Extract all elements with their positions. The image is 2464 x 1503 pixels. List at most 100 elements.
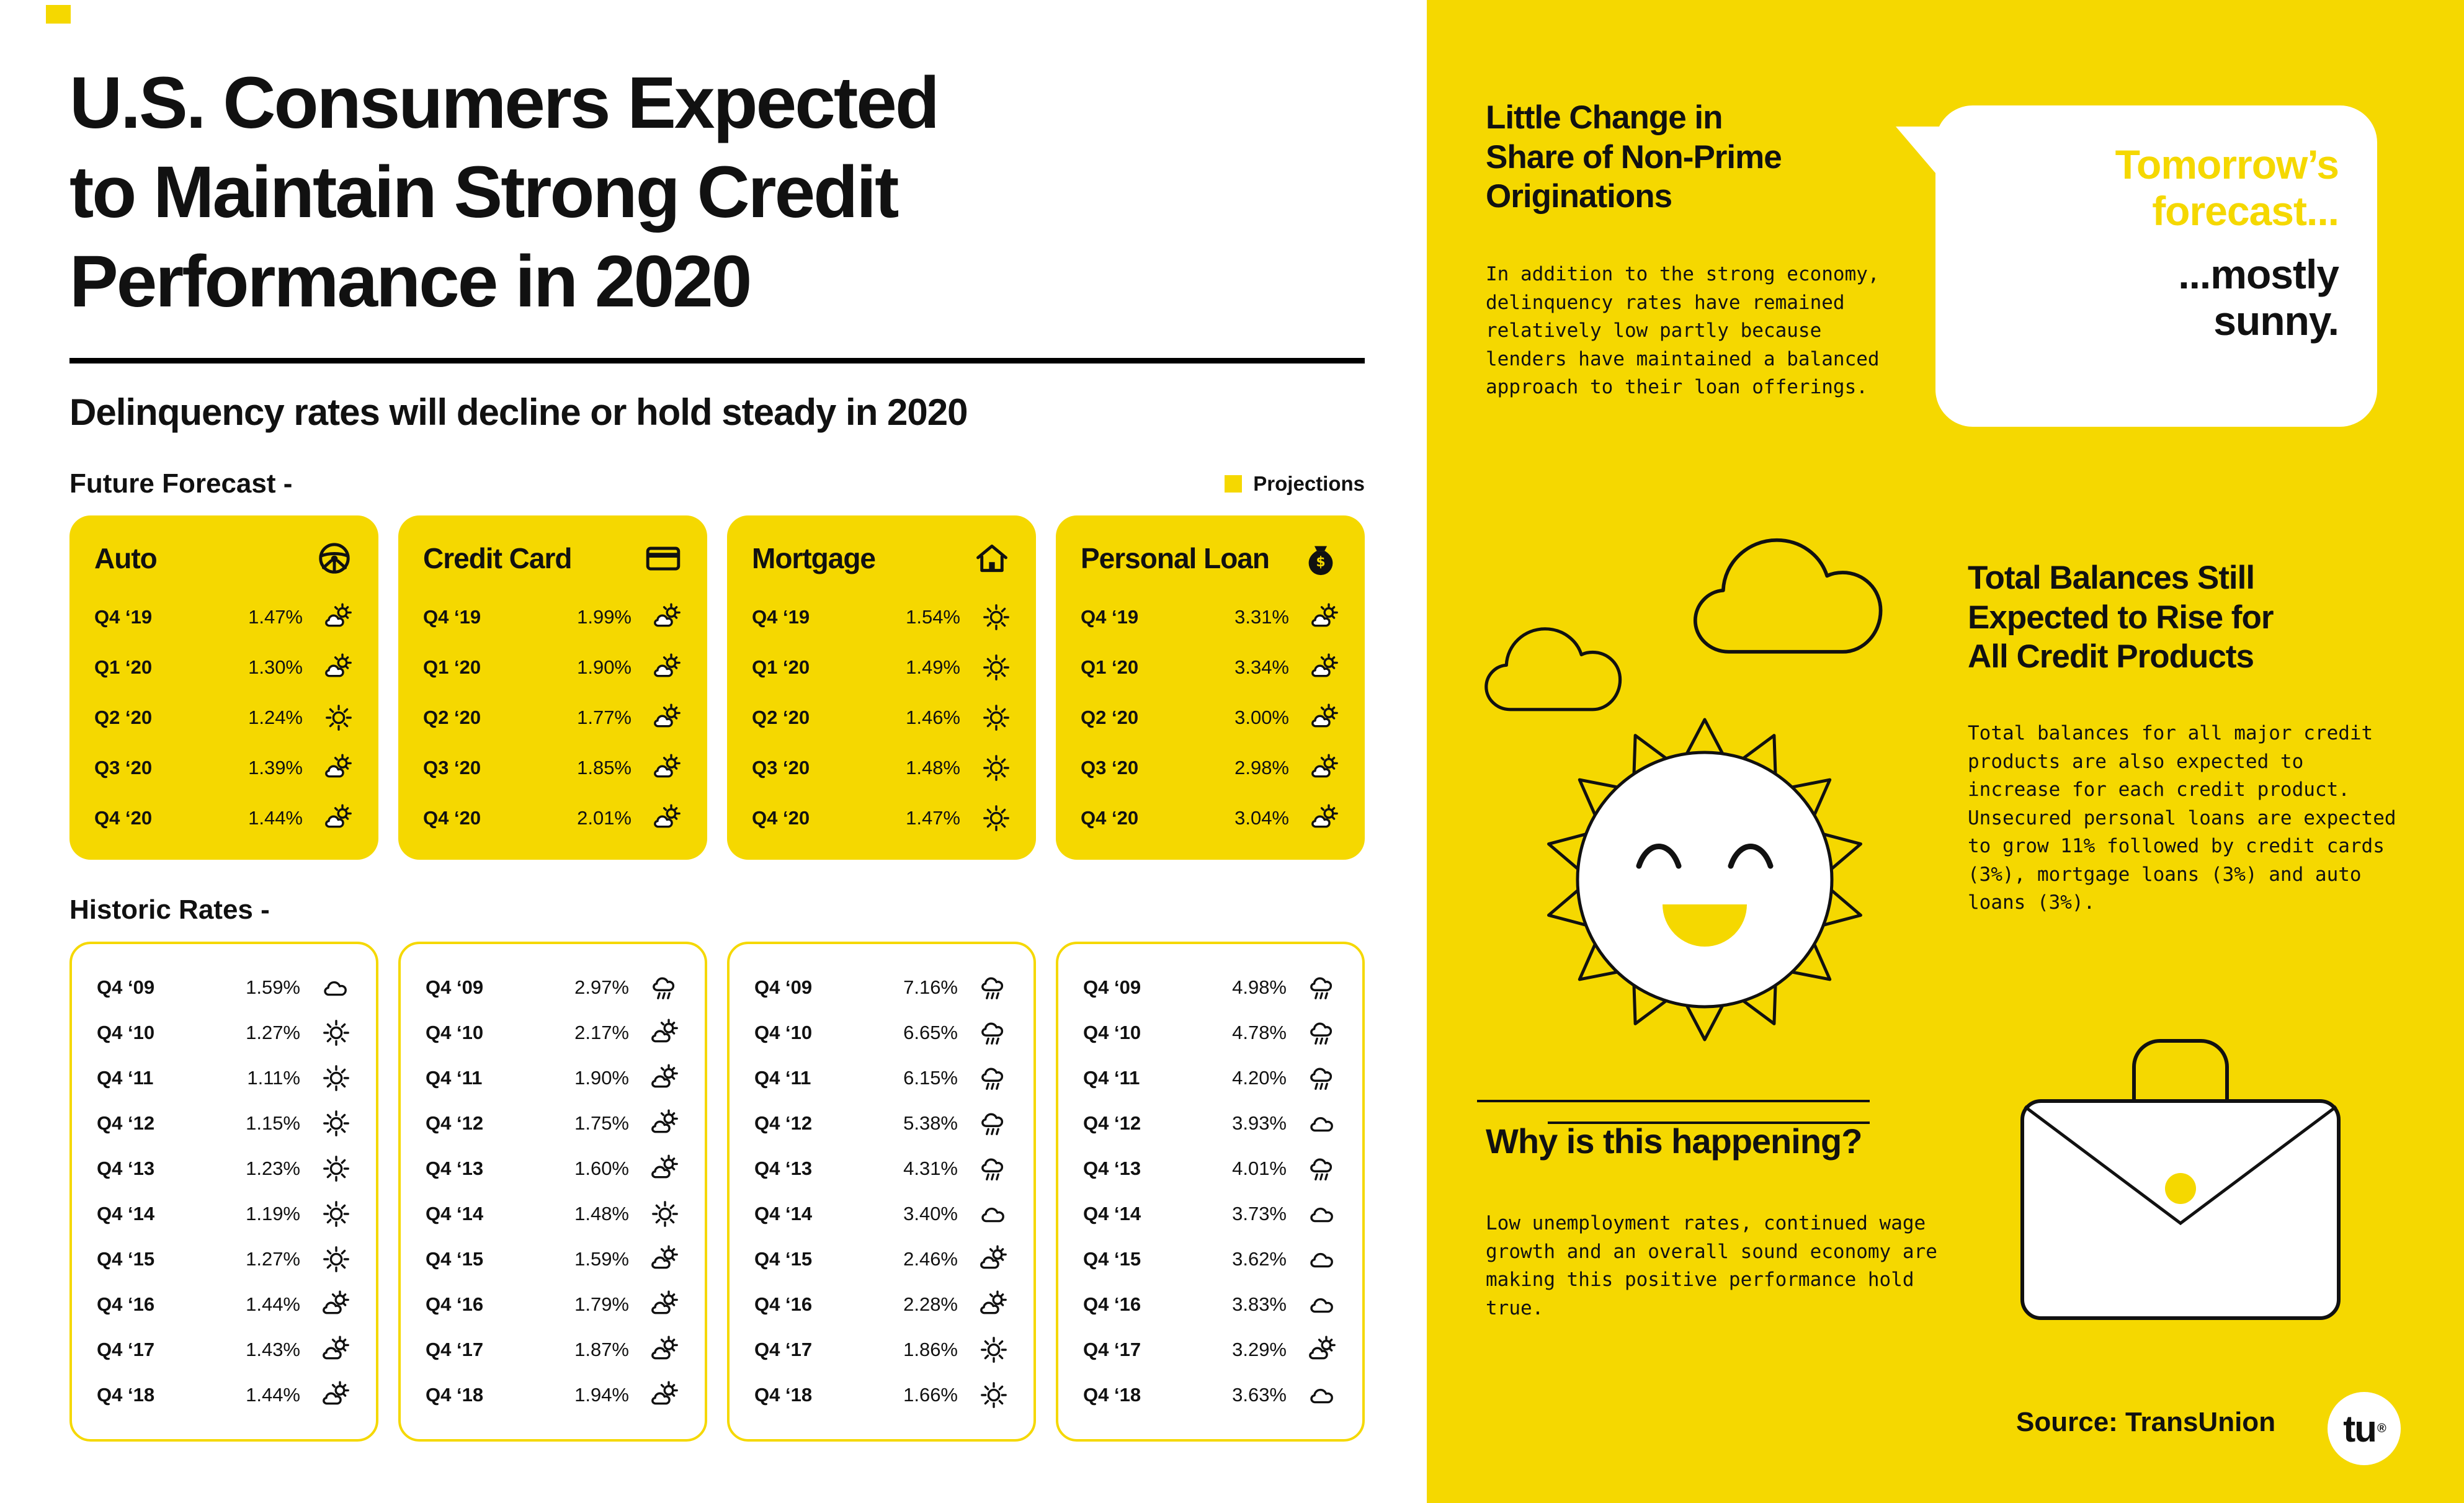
rate-value: 1.75% bbox=[574, 1112, 629, 1135]
quarter-label: Q4 ‘09 bbox=[754, 976, 813, 999]
credit-card-forecast-rows: Q4 ‘19 1.99% Q1 ‘20 1.90% Q2 ‘20 1.77% Q3 ‘20 1… bbox=[423, 592, 682, 844]
rate-row: Q4 ‘18 1.94% bbox=[426, 1373, 680, 1418]
partly-cloudy-icon bbox=[320, 753, 354, 783]
rate-value: 1.15% bbox=[246, 1112, 300, 1135]
rate-row: Q4 ‘14 1.19% bbox=[97, 1192, 351, 1237]
rate-row: Q4 ‘17 1.86% bbox=[754, 1327, 1009, 1373]
rate-row: Q4 ‘19 3.31% bbox=[1081, 592, 1340, 643]
rain-icon bbox=[1304, 1018, 1337, 1048]
quarter-label: Q1 ‘20 bbox=[423, 656, 481, 679]
rate-row: Q4 ‘13 1.23% bbox=[97, 1146, 351, 1192]
card-title-mortgage: Mortgage bbox=[752, 542, 876, 574]
quarter-label: Q4 ‘15 bbox=[1083, 1248, 1141, 1270]
rate-row: Q4 ‘10 6.65% bbox=[754, 1010, 1009, 1056]
nonprime-body: In addition to the strong economy, delin… bbox=[1486, 263, 1880, 399]
rate-row: Q2 ‘20 3.00% bbox=[1081, 693, 1340, 743]
transunion-logo: tu ® bbox=[2328, 1392, 2401, 1465]
rate-value: 1.19% bbox=[246, 1203, 300, 1225]
rate-value: 1.11% bbox=[247, 1067, 300, 1089]
rate-value: 1.77% bbox=[577, 707, 632, 729]
partly-cloudy-icon bbox=[1306, 653, 1340, 682]
rate-value: 1.60% bbox=[574, 1157, 629, 1180]
sunny-icon bbox=[975, 1380, 1009, 1410]
forecast-card-credit-card: Credit Card Q4 ‘19 1.99% Q1 ‘20 1.90% Q2 ‘20… bbox=[398, 515, 707, 860]
sunny-icon bbox=[320, 703, 354, 733]
rate-row: Q4 ‘15 1.27% bbox=[97, 1237, 351, 1282]
quarter-label: Q4 ‘14 bbox=[97, 1203, 155, 1225]
rate-value: 1.85% bbox=[577, 757, 632, 779]
future-forecast-label: Future Forecast - bbox=[69, 468, 293, 499]
projections-legend: Projections bbox=[1225, 472, 1365, 496]
quarter-label: Q1 ‘20 bbox=[94, 656, 153, 679]
rate-row: Q4 ‘14 1.48% bbox=[426, 1192, 680, 1237]
partly-cloudy-icon bbox=[649, 803, 682, 833]
quarter-label: Q4 ‘20 bbox=[752, 807, 810, 829]
rate-value: 1.43% bbox=[246, 1339, 300, 1361]
credit-card-historic-rows: Q4 ‘09 2.97% Q4 ‘10 2.17% Q4 ‘11 1.90% Q4 ‘12 1… bbox=[426, 965, 680, 1418]
rate-row: Q4 ‘16 1.44% bbox=[97, 1282, 351, 1327]
rate-value: 3.34% bbox=[1234, 656, 1289, 679]
quarter-label: Q4 ‘19 bbox=[1081, 606, 1139, 628]
quarter-label: Q4 ‘13 bbox=[1083, 1157, 1141, 1180]
rate-value: 2.28% bbox=[903, 1293, 958, 1316]
rain-icon bbox=[975, 1018, 1009, 1048]
bubble-line-4: sunny. bbox=[2213, 297, 2339, 344]
rate-row: Q4 ‘12 1.75% bbox=[426, 1101, 680, 1146]
historic-card-mortgage: Q4 ‘09 7.16% Q4 ‘10 6.65% Q4 ‘11 6.15% Q4 ‘12 5… bbox=[727, 941, 1036, 1442]
why-happening-body: Low unemployment rates, continued wage g… bbox=[1486, 1212, 1937, 1319]
quarter-label: Q4 ‘09 bbox=[97, 976, 155, 999]
rate-value: 4.31% bbox=[903, 1157, 958, 1180]
quarter-label: Q3 ‘20 bbox=[1081, 757, 1139, 779]
rate-value: 3.00% bbox=[1234, 707, 1289, 729]
quarter-label: Q4 ‘17 bbox=[426, 1339, 484, 1361]
quarter-label: Q4 ‘13 bbox=[754, 1157, 813, 1180]
cloudy-icon bbox=[1304, 1380, 1337, 1410]
quarter-label: Q4 ‘10 bbox=[97, 1022, 155, 1044]
rate-row: Q4 ‘15 1.59% bbox=[426, 1237, 680, 1282]
rate-value: 3.40% bbox=[903, 1203, 958, 1225]
quarter-label: Q4 ‘11 bbox=[426, 1067, 483, 1089]
rate-row: Q3 ‘20 1.48% bbox=[752, 743, 1011, 793]
rate-value: 2.46% bbox=[903, 1248, 958, 1270]
quarter-label: Q4 ‘20 bbox=[1081, 807, 1139, 829]
rate-row: Q4 ‘10 2.17% bbox=[426, 1010, 680, 1056]
partly-cloudy-icon bbox=[646, 1018, 680, 1048]
projection-swatch-icon bbox=[1225, 475, 1243, 493]
quarter-label: Q4 ‘20 bbox=[423, 807, 481, 829]
card-title-personal-loan: Personal Loan bbox=[1081, 542, 1270, 574]
rain-icon bbox=[975, 973, 1009, 1002]
rate-row: Q4 ‘15 3.62% bbox=[1083, 1237, 1337, 1282]
partly-cloudy-icon bbox=[1306, 803, 1340, 833]
rate-row: Q4 ‘17 1.43% bbox=[97, 1327, 351, 1373]
quarter-label: Q4 ‘11 bbox=[1083, 1067, 1140, 1089]
historic-section-header: Historic Rates - bbox=[69, 894, 1365, 925]
personal-loan-forecast-rows: Q4 ‘19 3.31% Q1 ‘20 3.34% Q2 ‘20 3.00% Q3 ‘20 2… bbox=[1081, 592, 1340, 844]
sunny-icon bbox=[318, 1063, 351, 1093]
quarter-label: Q4 ‘11 bbox=[97, 1067, 154, 1089]
forecast-card-personal-loan: Personal Loan $ Q4 ‘19 3.31% Q1 ‘20 3.34% Q2… bbox=[1056, 515, 1365, 860]
rate-value: 3.63% bbox=[1232, 1384, 1287, 1406]
partly-cloudy-icon bbox=[646, 1335, 680, 1365]
sunny-icon bbox=[318, 1108, 351, 1138]
nonprime-heading: Little Change in Share of Non-Prime Orig… bbox=[1486, 99, 1782, 215]
rate-value: 2.97% bbox=[574, 976, 629, 999]
partly-cloudy-icon bbox=[649, 753, 682, 783]
source-credit: Source: TransUnion bbox=[2016, 1407, 2276, 1437]
rate-value: 1.79% bbox=[574, 1293, 629, 1316]
quarter-label: Q4 ‘15 bbox=[97, 1248, 155, 1270]
quarter-label: Q3 ‘20 bbox=[94, 757, 153, 779]
projections-label: Projections bbox=[1253, 471, 1365, 495]
transunion-logo-text: tu bbox=[2343, 1407, 2377, 1450]
page-subtitle: Delinquency rates will decline or hold s… bbox=[69, 391, 968, 433]
rate-value: 3.31% bbox=[1234, 606, 1289, 628]
quarter-label: Q4 ‘17 bbox=[97, 1339, 155, 1361]
rate-value: 2.17% bbox=[574, 1022, 629, 1044]
quarter-label: Q3 ‘20 bbox=[423, 757, 481, 779]
rate-row: Q4 ‘09 1.59% bbox=[97, 965, 351, 1010]
total-balances-heading: Total Balances Still Expected to Rise fo… bbox=[1968, 560, 2274, 676]
rate-row: Q4 ‘20 1.44% bbox=[94, 793, 354, 844]
partly-cloudy-icon bbox=[975, 1290, 1009, 1319]
rain-icon bbox=[1304, 973, 1337, 1002]
rate-value: 1.99% bbox=[577, 606, 632, 628]
rate-row: Q4 ‘17 1.87% bbox=[426, 1327, 680, 1373]
